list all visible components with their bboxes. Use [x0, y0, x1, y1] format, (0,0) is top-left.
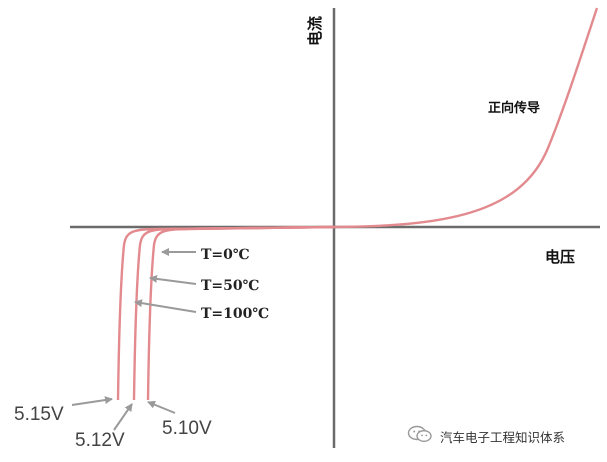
arrow-t100 — [134, 299, 197, 313]
voltage-label-512: 5.12V — [75, 430, 125, 451]
arrow-510v — [147, 400, 176, 414]
series-label-t100: T=100℃ — [201, 306, 269, 322]
arrow-515v — [71, 396, 113, 406]
voltage-label-515: 5.15V — [14, 404, 64, 425]
watermark: 汽车电子工程知识体系 — [407, 425, 568, 447]
arrow-t50 — [149, 274, 197, 285]
wechat-icon — [407, 425, 433, 447]
series-label-t0: T=0℃ — [201, 247, 250, 263]
voltage-label-510: 5.10V — [162, 418, 212, 439]
series-label-t50: T=50℃ — [201, 278, 260, 294]
x-axis-label: 电压 — [545, 248, 575, 266]
y-axis-label: 电流 — [306, 16, 324, 46]
forward-conduction-label: 正向传导 — [488, 100, 540, 116]
arrow-512v — [113, 403, 133, 431]
forward-curve — [171, 7, 599, 231]
curves-group — [116, 7, 599, 401]
breakdown-curve-t100 — [116, 225, 335, 401]
watermark-text: 汽车电子工程知识体系 — [438, 426, 568, 446]
